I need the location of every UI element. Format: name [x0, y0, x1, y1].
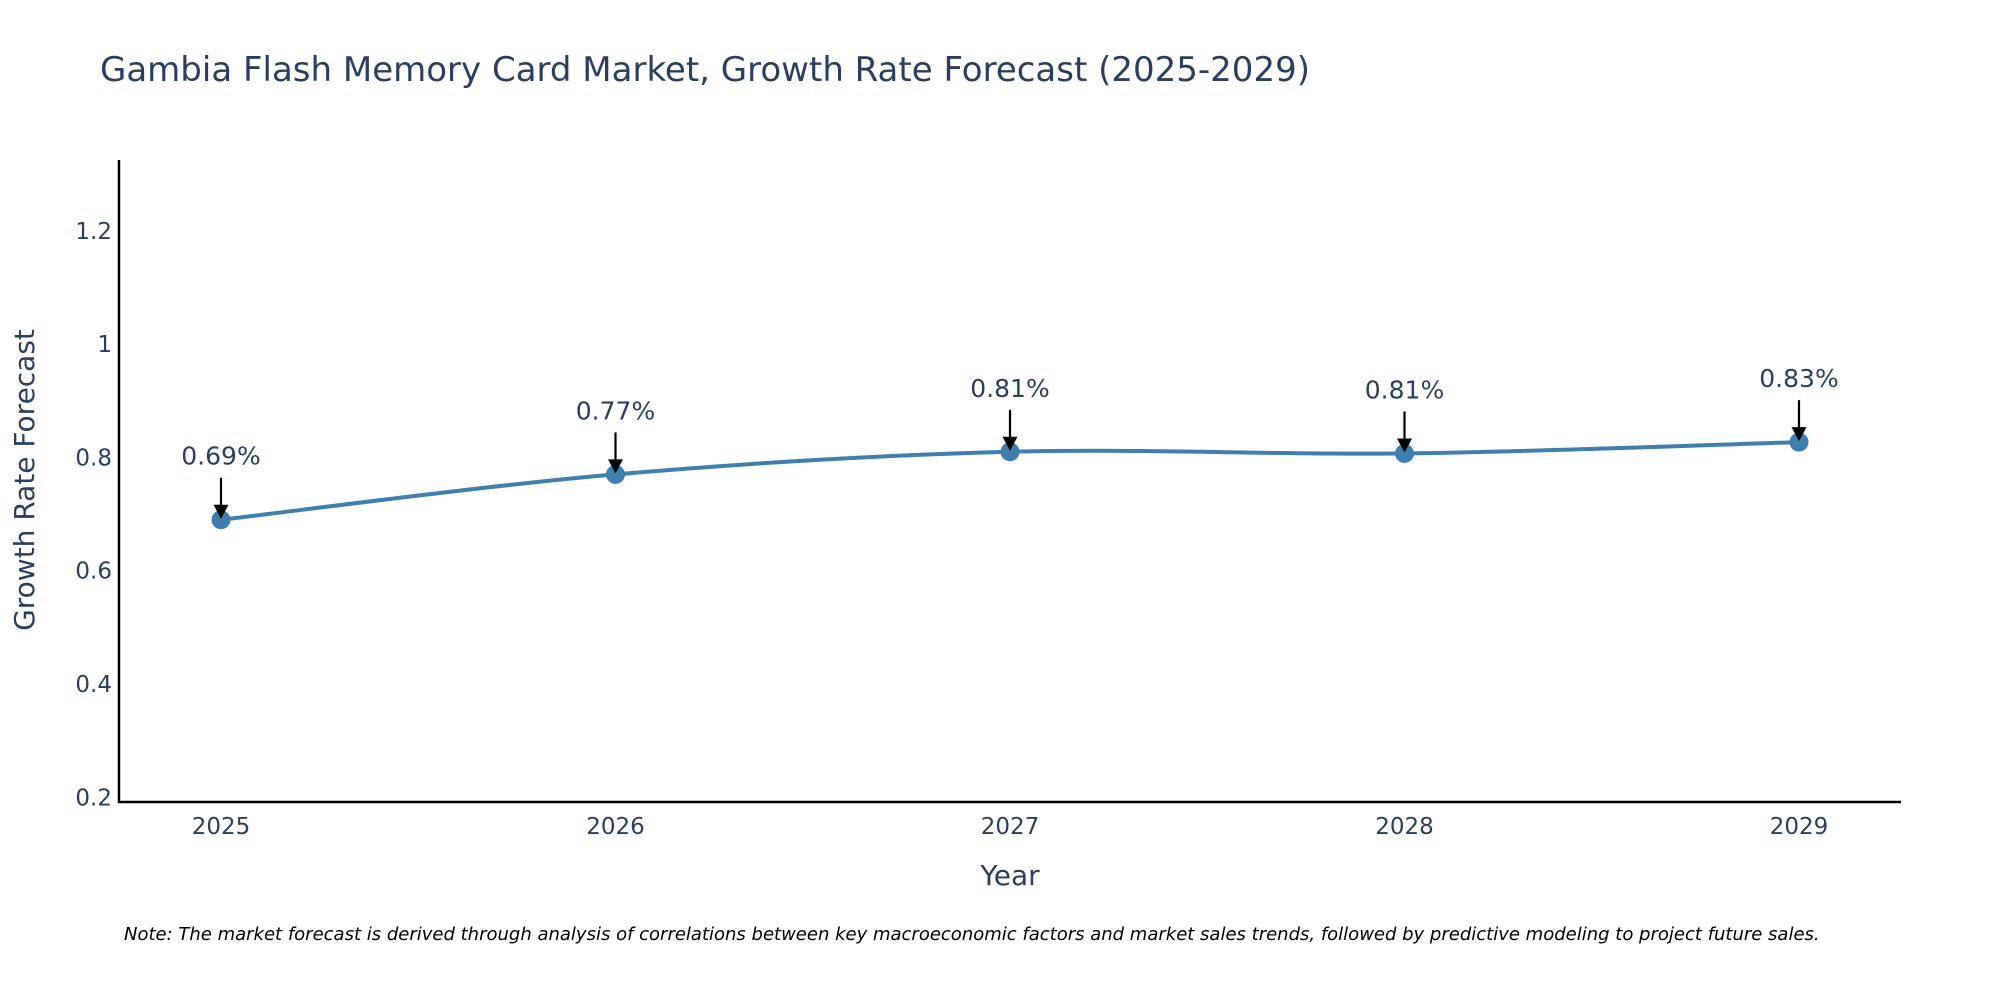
data-point: [606, 464, 625, 484]
data-label: 0.83%: [1759, 364, 1838, 393]
data-point: [1395, 443, 1414, 463]
annotation-arrow-head: [1397, 438, 1412, 453]
annotation-arrow-head: [608, 459, 623, 474]
chart-title: Gambia Flash Memory Card Market, Growth …: [100, 50, 1310, 90]
x-tick-label: 2025: [192, 814, 251, 840]
y-tick-label: 0.4: [75, 672, 112, 698]
plot-area: 0.2 0.4 0.6 0.8 1 1.2 2025 2026 2027 2028 2029 0.69…: [75, 219, 1838, 840]
y-tick-label: 0.6: [75, 559, 112, 585]
data-label: 0.81%: [1365, 375, 1444, 404]
x-tick-label: 2027: [981, 814, 1040, 840]
y-tick-label: 1: [97, 332, 112, 358]
annotation-arrow-head: [213, 504, 229, 519]
x-tick-label: 2026: [586, 814, 645, 840]
y-tick-label: 0.8: [75, 445, 112, 471]
data-point: [1000, 442, 1020, 462]
data-point: [211, 510, 231, 530]
x-tick-label: 2028: [1375, 814, 1434, 840]
x-tick-label: 2029: [1770, 814, 1829, 840]
y-axis-title: Growth Rate Forecast: [8, 329, 41, 631]
annotation-arrow-head: [1791, 427, 1807, 442]
footnote: Note: The market forecast is derived thr…: [124, 924, 1820, 945]
data-point: [1789, 432, 1809, 452]
x-axis-title: Year: [979, 859, 1040, 892]
y-tick-label: 0.2: [75, 785, 112, 811]
data-label: 0.77%: [576, 396, 655, 425]
annotation-arrow-head: [1002, 436, 1018, 451]
y-tick-label: 1.2: [75, 219, 112, 245]
data-label: 0.81%: [970, 374, 1049, 403]
data-label: 0.69%: [181, 442, 260, 471]
